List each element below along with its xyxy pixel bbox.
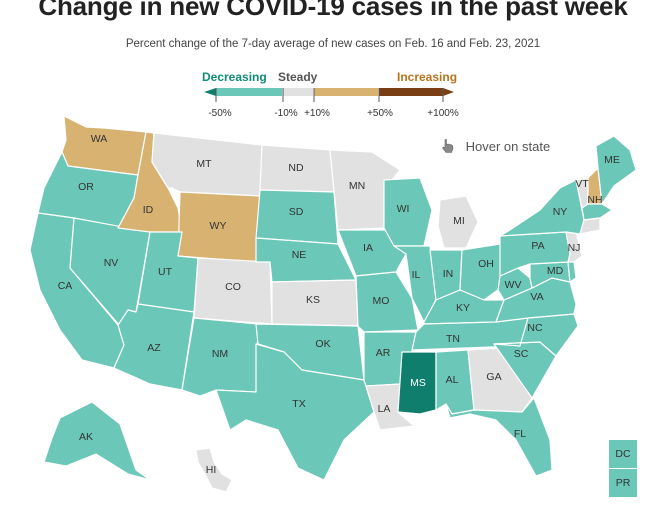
legend-increasing-label: Increasing [397, 70, 458, 84]
legend-steady-label: Steady [278, 70, 318, 84]
hover-hint: Hover on state [440, 138, 550, 157]
state-ny[interactable] [499, 179, 585, 237]
state-ne[interactable] [255, 237, 357, 283]
state-tile-dc[interactable]: DC [609, 440, 637, 468]
legend-tick-label: +10% [304, 108, 330, 119]
state-oh[interactable] [459, 243, 507, 301]
state-co[interactable] [193, 257, 273, 325]
state-wi[interactable] [383, 177, 433, 247]
page-title: Change in new COVID-19 cases in the past… [38, 0, 628, 21]
state-az[interactable] [113, 303, 195, 391]
state-mt[interactable] [151, 132, 263, 197]
legend-swatch-strong-increase [379, 88, 443, 96]
state-label-pr: PR [615, 477, 631, 489]
state-fl[interactable] [445, 397, 553, 477]
legend-swatch-decrease [216, 88, 282, 96]
color-legend: Decreasing Steady Increasing -50% -10% +… [200, 70, 462, 122]
state-ks[interactable] [271, 279, 359, 327]
state-mo[interactable] [355, 271, 419, 333]
legend-tick-label: +50% [367, 108, 393, 119]
page-subtitle: Percent change of the 7-day average of n… [125, 38, 541, 50]
state-mi[interactable] [437, 195, 479, 249]
legend-swatch-steady [283, 88, 313, 96]
legend-tick-label: -10% [274, 108, 298, 119]
state-ct[interactable] [579, 217, 601, 235]
state-de[interactable] [567, 261, 577, 283]
legend-swatch-max-increase [443, 88, 454, 96]
legend-swatch-increase [314, 88, 378, 96]
legend-swatch-strong-decrease [204, 88, 216, 96]
hand-pointer-icon [440, 138, 456, 157]
state-me[interactable] [595, 135, 637, 205]
state-al[interactable] [435, 349, 475, 415]
legend-tick-label: -50% [208, 108, 232, 119]
legend-tick-label: +100% [427, 108, 459, 119]
state-ak[interactable] [43, 401, 151, 481]
state-sd[interactable] [255, 189, 339, 245]
state-nd[interactable] [259, 144, 335, 193]
legend-color-ramp [204, 88, 454, 102]
state-wa[interactable] [61, 115, 147, 176]
state-hi[interactable] [195, 447, 233, 493]
state-ms[interactable] [397, 351, 437, 415]
state-tx[interactable] [215, 343, 375, 481]
state-ma[interactable] [581, 203, 613, 221]
state-nm[interactable] [181, 317, 259, 397]
state-label-dc: DC [615, 448, 631, 460]
hover-hint-text: Hover on state [465, 139, 551, 154]
state-tile-pr[interactable]: PR [609, 469, 637, 497]
state-shapes [29, 115, 637, 493]
legend-decreasing-label: Decreasing [202, 70, 267, 84]
state-wy[interactable] [177, 191, 261, 263]
